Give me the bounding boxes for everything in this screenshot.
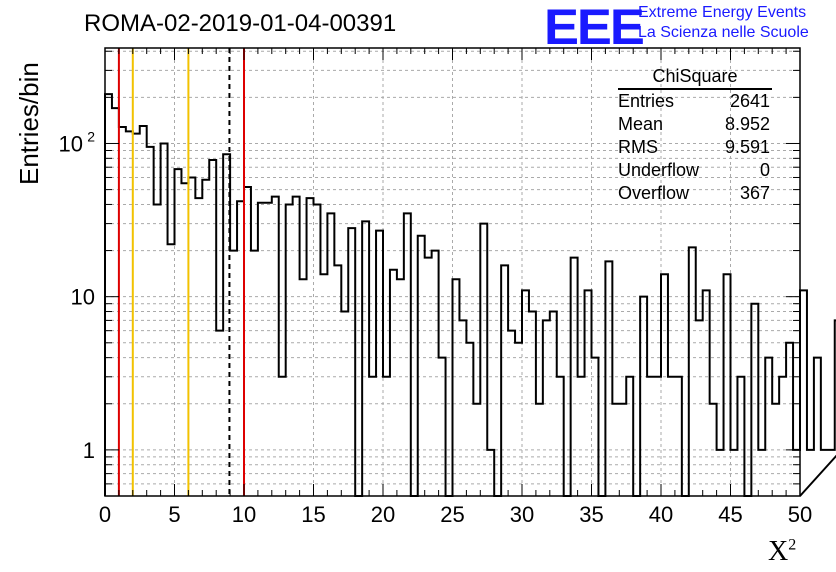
x-tick-label: 0 xyxy=(99,502,111,527)
stats-value: 9.591 xyxy=(724,137,770,157)
y-tick-label: 10 xyxy=(59,131,83,156)
x-axis-label-text: X xyxy=(768,536,789,567)
y-tick-label: 10 xyxy=(71,285,95,310)
stats-value: 367 xyxy=(739,183,770,203)
y-tick-label-exponent: 2 xyxy=(87,128,95,144)
reference-lines xyxy=(117,48,245,496)
x-tick-label: 10 xyxy=(232,502,256,527)
x-tick-label: 50 xyxy=(788,502,812,527)
x-tick-label: 35 xyxy=(579,502,603,527)
stats-title: ChiSquare xyxy=(618,66,772,90)
histogram-outline xyxy=(104,93,836,497)
y-axis-label: Entries/bin xyxy=(14,62,44,185)
x-axis-label-superscript: 2 xyxy=(788,536,797,554)
x-tick-label: 5 xyxy=(168,502,180,527)
chart-title: ROMA-02-2019-01-04-00391 xyxy=(84,10,397,37)
stats-value: 0 xyxy=(759,160,770,180)
stats-row: Entries 2641 xyxy=(612,90,778,113)
stats-row: RMS 9.591 xyxy=(612,136,778,159)
x-tick-label: 20 xyxy=(371,502,395,527)
x-tick-label: 40 xyxy=(649,502,673,527)
logo-line-2: La Scienza nelle Scuole xyxy=(638,24,809,41)
x-tick-label: 15 xyxy=(301,502,325,527)
stats-row: Underflow 0 xyxy=(612,159,778,182)
histogram-series xyxy=(104,93,836,497)
stats-value: 2641 xyxy=(729,91,770,111)
eee-logo: EEE xyxy=(544,0,645,55)
stats-row: Mean 8.952 xyxy=(612,113,778,136)
y-tick-label: 1 xyxy=(83,438,95,463)
stats-label: RMS xyxy=(618,137,658,157)
stats-label: Entries xyxy=(618,91,675,111)
logo-line-1: Extreme Energy Events xyxy=(638,4,807,21)
stats-row: Overflow 367 xyxy=(612,182,778,205)
stats-label: Underflow xyxy=(618,160,700,180)
stats-box: ChiSquare Entries 2641 Mean 8.952 RMS 9.… xyxy=(612,66,778,205)
x-tick-label: 25 xyxy=(440,502,464,527)
grid-lines xyxy=(105,48,800,496)
stats-label: Mean xyxy=(618,114,664,134)
stats-label: Overflow xyxy=(618,183,690,203)
x-tick-label: 30 xyxy=(510,502,534,527)
x-axis-label: X2 xyxy=(768,536,796,568)
stats-value: 8.952 xyxy=(724,114,770,134)
x-tick-label: 45 xyxy=(718,502,742,527)
